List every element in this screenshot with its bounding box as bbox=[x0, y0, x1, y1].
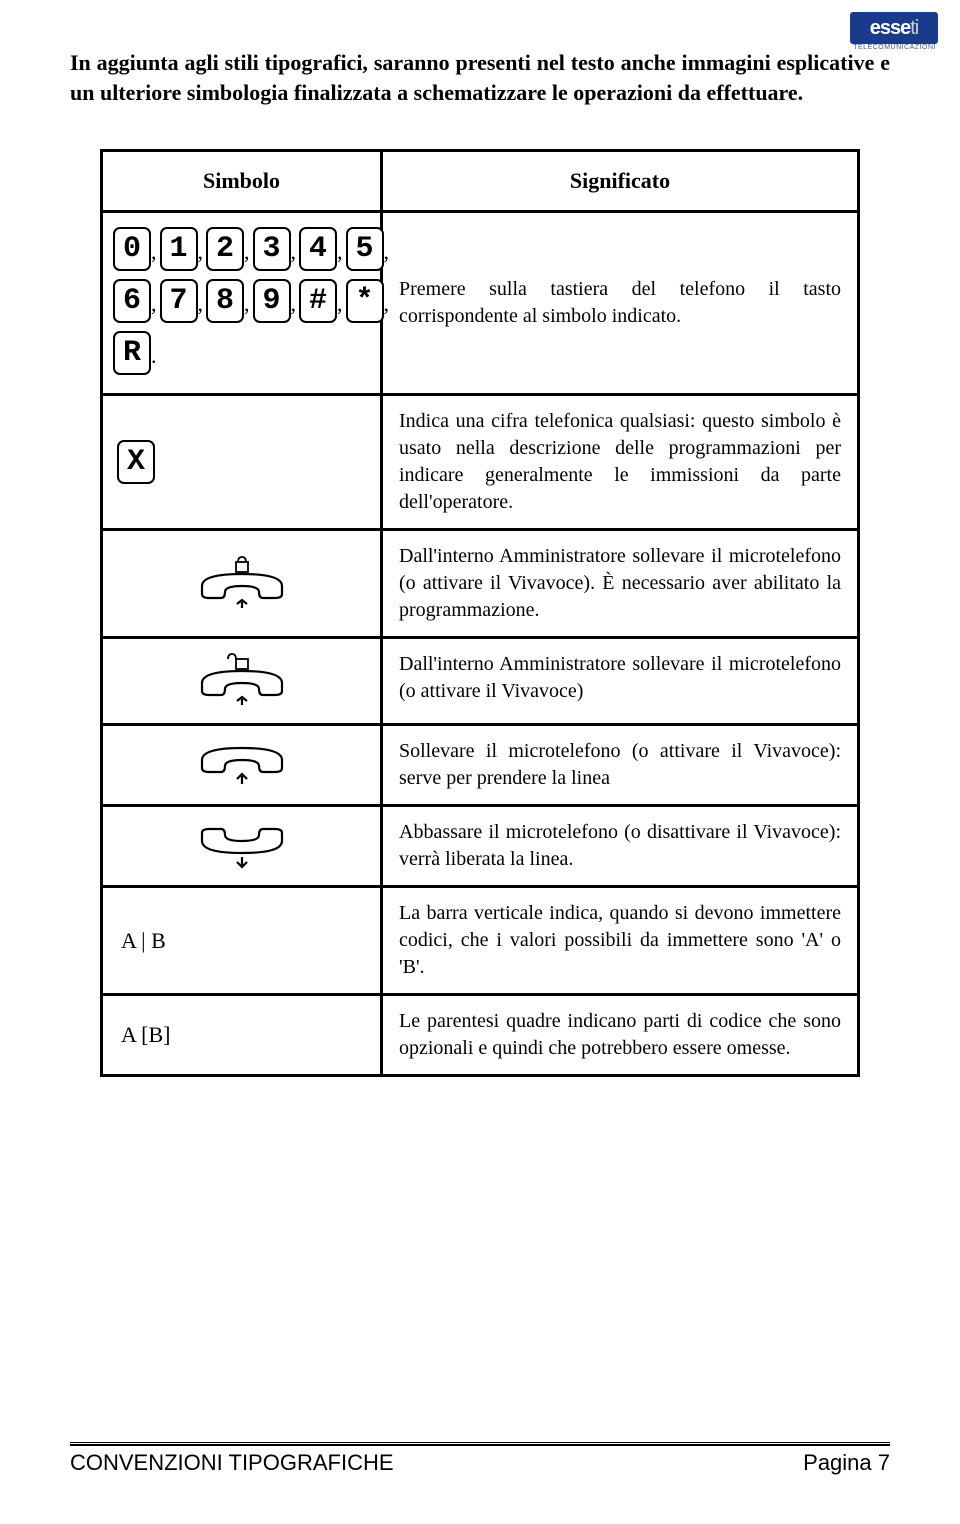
symbol-cell-handset-down bbox=[103, 807, 383, 885]
footer-page-number: Pagina 7 bbox=[803, 1450, 890, 1476]
header-symbol: Simbolo bbox=[103, 152, 383, 210]
meaning-cell: Abbassare il microtelefono (o disattivar… bbox=[383, 807, 857, 885]
phone-key-icon: 5 bbox=[346, 227, 384, 271]
phone-key-icon: 3 bbox=[253, 227, 291, 271]
footer-section-title: CONVENZIONI TIPOGRAFICHE bbox=[70, 1450, 394, 1476]
symbol-cell-handset-up bbox=[103, 726, 383, 804]
page-footer: CONVENZIONI TIPOGRAFICHE Pagina 7 bbox=[70, 1442, 890, 1476]
phone-key-icon: 0 bbox=[113, 227, 151, 271]
logo-subtext: TELECOMUNICAZIONI bbox=[853, 44, 936, 51]
phone-key-icon: 8 bbox=[206, 279, 244, 323]
logo-text: esse bbox=[870, 17, 911, 40]
table-row: Dall'interno Amministratore sollevare il… bbox=[103, 639, 857, 726]
phone-key-icon: 9 bbox=[253, 279, 291, 323]
meaning-cell: Le parentesi quadre indicano parti di co… bbox=[383, 996, 857, 1074]
meaning-cell: Dall'interno Amministratore sollevare il… bbox=[383, 531, 857, 636]
handset-down-icon bbox=[187, 823, 297, 869]
table-row: Sollevare il microtelefono (o attivare i… bbox=[103, 726, 857, 807]
meaning-cell: Indica una cifra telefonica qualsiasi: q… bbox=[383, 396, 857, 528]
table-row: X Indica una cifra telefonica qualsiasi:… bbox=[103, 396, 857, 531]
phone-key-icon: R bbox=[113, 331, 151, 375]
phone-key-icon: * bbox=[346, 279, 384, 323]
phone-key-icon: 2 bbox=[206, 227, 244, 271]
phone-key-icon: 6 bbox=[113, 279, 151, 323]
x-key-icon: X bbox=[117, 440, 155, 484]
ab-bracket-text: A [B] bbox=[117, 1022, 171, 1048]
symbol-table: Simbolo Significato 0,1,2,3,4,5, 6,7,8,9… bbox=[100, 149, 860, 1077]
phone-key-icon: # bbox=[299, 279, 337, 323]
header-meaning: Significato bbox=[383, 152, 857, 210]
ab-pipe-text: A | B bbox=[117, 928, 166, 954]
brand-logo: esseti bbox=[850, 12, 938, 44]
symbol-cell-handset-lock-open bbox=[103, 639, 383, 723]
meaning-cell: Sollevare il microtelefono (o attivare i… bbox=[383, 726, 857, 804]
table-row: Dall'interno Amministratore sollevare il… bbox=[103, 531, 857, 639]
table-row: 0,1,2,3,4,5, 6,7,8,9,#,*, R. Premere sul… bbox=[103, 213, 857, 396]
intro-paragraph: In aggiunta agli stili tipografici, sara… bbox=[70, 48, 890, 107]
handset-lock-open-icon bbox=[187, 653, 297, 709]
table-row: A [B] Le parentesi quadre indicano parti… bbox=[103, 996, 857, 1077]
table-row: Abbassare il microtelefono (o disattivar… bbox=[103, 807, 857, 888]
logo-suffix: ti bbox=[910, 17, 918, 40]
phone-key-icon: 7 bbox=[160, 279, 198, 323]
phone-key-icon: 1 bbox=[160, 227, 198, 271]
phone-key-icon: 4 bbox=[299, 227, 337, 271]
handset-lock-closed-icon bbox=[187, 556, 297, 612]
table-row: A | B La barra verticale indica, quando … bbox=[103, 888, 857, 996]
symbol-cell-ab-bracket: A [B] bbox=[103, 996, 383, 1074]
meaning-cell: La barra verticale indica, quando si dev… bbox=[383, 888, 857, 993]
symbol-cell-keys: 0,1,2,3,4,5, 6,7,8,9,#,*, R. bbox=[103, 213, 383, 393]
meaning-cell: Premere sulla tastiera del telefono il t… bbox=[383, 213, 857, 393]
meaning-cell: Dall'interno Amministratore sollevare il… bbox=[383, 639, 857, 723]
symbol-cell-ab-pipe: A | B bbox=[103, 888, 383, 993]
handset-up-icon bbox=[187, 742, 297, 788]
symbol-cell-handset-lock-closed bbox=[103, 531, 383, 636]
table-header-row: Simbolo Significato bbox=[103, 152, 857, 213]
symbol-cell-x: X bbox=[103, 396, 383, 528]
